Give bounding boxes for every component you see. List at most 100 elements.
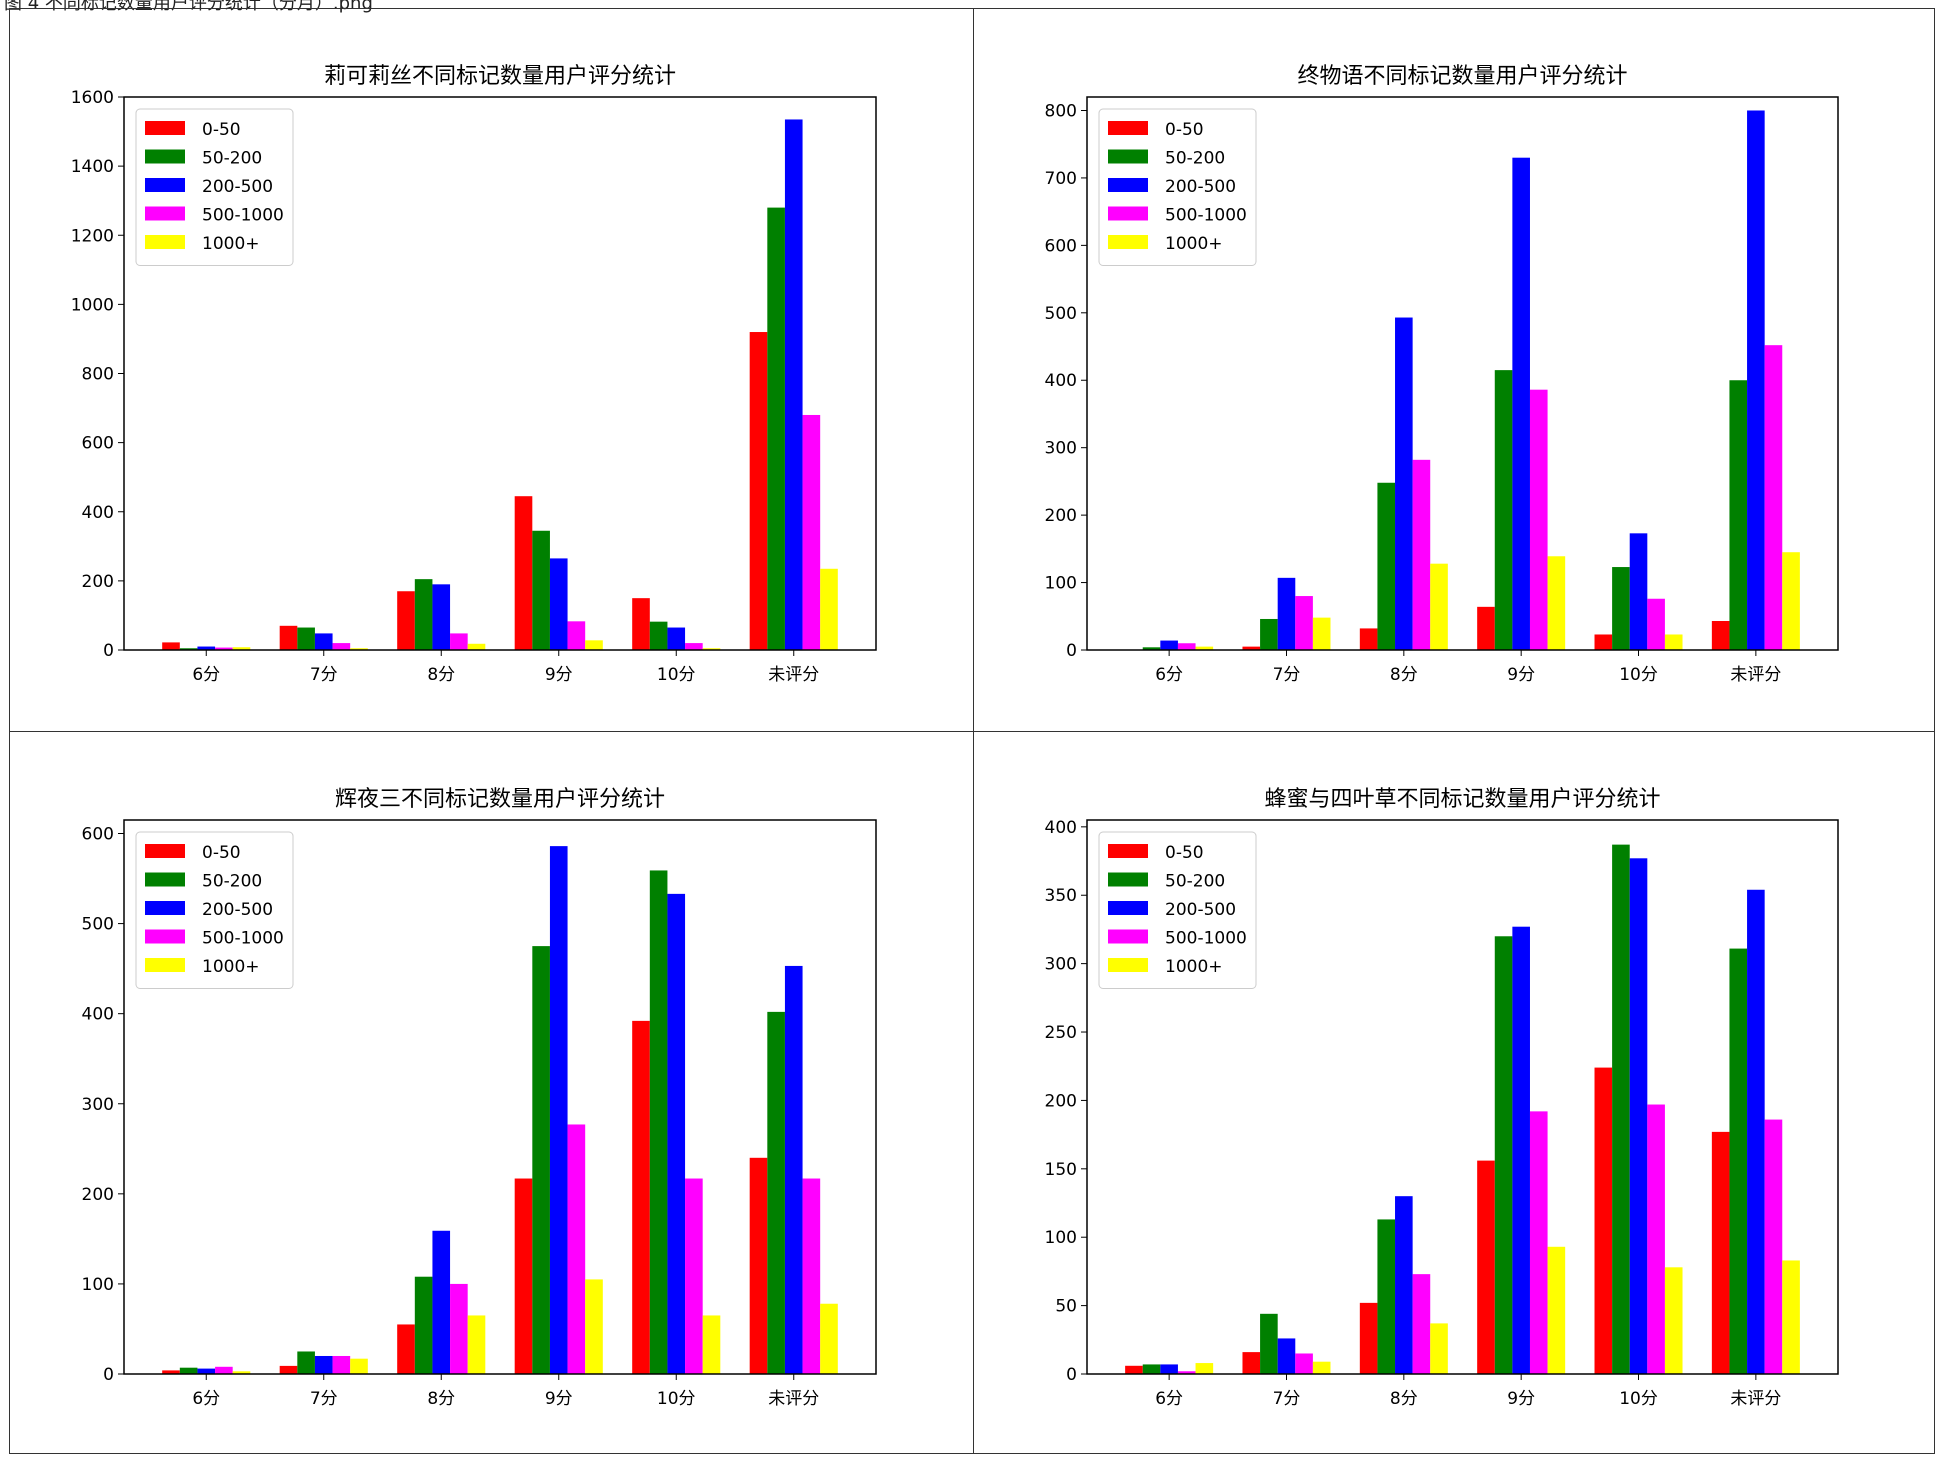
bar-1000+-未评分 (1782, 1260, 1800, 1374)
legend-label: 50-200 (1165, 149, 1225, 169)
bar-0-50-9分 (1477, 606, 1495, 650)
bar-50-200-10分 (1612, 567, 1630, 650)
y-tick-label: 1200 (71, 226, 114, 246)
bar-0-50-未评分 (749, 1157, 768, 1374)
bar-500-1000-10分 (1647, 1104, 1665, 1374)
bar-50-200-8分 (1377, 482, 1396, 650)
bar-500-1000-7分 (332, 643, 351, 650)
bar-0-50-9分 (1477, 1160, 1495, 1374)
bar-200-500-未评分 (784, 119, 803, 650)
bar-0-50-8分 (397, 1324, 415, 1374)
bar-1000+-8分 (1430, 563, 1448, 650)
legend-swatch (1108, 149, 1148, 164)
bar-0-50-8分 (1359, 628, 1378, 650)
bar-500-1000-8分 (1412, 459, 1431, 650)
legend-box (135, 108, 294, 266)
bar-200-500-10分 (1629, 858, 1648, 1374)
bar-50-200-9分 (1494, 936, 1513, 1374)
bar-50-200-6分 (1142, 1364, 1161, 1374)
bar-500-1000-10分 (1647, 598, 1665, 650)
bar-50-200-6分 (179, 648, 198, 650)
legend-swatch (1108, 872, 1148, 887)
legend-label: 0-50 (202, 120, 241, 140)
legend-label: 1000+ (202, 234, 260, 254)
legend-swatch (1108, 901, 1148, 915)
bar-200-500-6分 (197, 1368, 216, 1374)
legend-box (135, 831, 294, 989)
bar-50-200-10分 (649, 870, 668, 1374)
bar-200-500-未评分 (1747, 889, 1765, 1374)
y-tick-label: 350 (1045, 886, 1077, 906)
y-tick-label: 200 (1045, 506, 1077, 526)
bar-1000+-6分 (232, 647, 251, 650)
bar-200-500-7分 (1277, 577, 1296, 650)
y-tick-label: 200 (82, 572, 114, 592)
y-tick-label: 700 (1045, 169, 1077, 189)
bar-50-200-8分 (414, 579, 433, 650)
bar-200-500-7分 (1277, 1338, 1296, 1374)
y-tick-label: 800 (82, 365, 114, 385)
bar-1000+-7分 (350, 648, 368, 650)
bar-50-200-7分 (297, 1351, 315, 1374)
bar-200-500-未评分 (784, 965, 803, 1374)
y-tick-label: 0 (1066, 1365, 1077, 1385)
x-tick-label: 6分 (192, 1389, 220, 1409)
legend: 0-50 50-200 200-500 500-1000 1000+ (135, 108, 294, 266)
legend-label: 1000+ (1165, 234, 1223, 254)
legend-label: 200-500 (202, 900, 273, 920)
bar-0-50-7分 (1242, 1352, 1261, 1374)
bar-1000+-10分 (1664, 1267, 1683, 1374)
plot-area-frame (1086, 819, 1839, 1375)
legend-swatch (1108, 178, 1148, 192)
grid-horizontal-divider (9, 731, 1935, 732)
x-tick-label: 7分 (310, 1389, 338, 1409)
bar-200-500-6分 (1160, 1364, 1178, 1374)
legend-label: 0-50 (1165, 120, 1204, 140)
y-tick-label: 400 (82, 1005, 114, 1025)
bar-0-50-7分 (279, 625, 298, 650)
legend-swatch (1108, 958, 1148, 972)
bar-0-50-6分 (162, 642, 180, 650)
x-tick-label: 9分 (545, 1389, 573, 1409)
bar-200-500-9分 (549, 846, 568, 1374)
bar-0-50-7分 (279, 1365, 298, 1374)
x-tick-label: 9分 (545, 665, 573, 685)
bar-0-50-9分 (514, 496, 533, 650)
bar-50-200-9分 (532, 530, 550, 650)
bar-500-1000-8分 (1412, 1274, 1431, 1374)
bar-1000+-9分 (585, 640, 603, 650)
legend-swatch (1108, 235, 1148, 249)
legend-swatch (145, 844, 185, 858)
bar-1000+-未评分 (820, 568, 838, 650)
bar-50-200-7分 (297, 627, 315, 650)
bar-1000+-6分 (1195, 1363, 1214, 1374)
bar-1000+-9分 (585, 1279, 603, 1374)
bar-500-1000-8分 (450, 633, 468, 650)
bar-500-1000-7分 (332, 1355, 351, 1374)
chart-title: 莉可莉丝不同标记数量用户评分统计 (324, 64, 676, 89)
bar-1000+-6分 (1195, 646, 1214, 650)
legend-label: 200-500 (1165, 900, 1236, 920)
bar-200-500-8分 (1395, 1196, 1413, 1374)
bar-0-50-6分 (162, 1370, 180, 1374)
bar-1000+-8分 (467, 1315, 486, 1374)
bar-0-50-未评分 (1711, 621, 1730, 650)
bar-500-1000-未评分 (802, 414, 821, 650)
bar-500-1000-6分 (1177, 643, 1196, 650)
bar-200-500-9分 (1512, 926, 1530, 1374)
chart-title: 终物语不同标记数量用户评分统计 (1297, 64, 1627, 89)
legend-label: 0-50 (202, 843, 241, 863)
x-tick-label: 9分 (1507, 1389, 1535, 1409)
chart-title: 辉夜三不同标记数量用户评分统计 (335, 787, 665, 812)
legend-swatch (1108, 844, 1148, 858)
bar-50-200-6分 (1142, 647, 1161, 650)
legend-label: 200-500 (1165, 177, 1236, 197)
legend-label: 500-1000 (1165, 206, 1247, 226)
bar-200-500-8分 (1395, 317, 1413, 650)
bar-50-200-9分 (532, 946, 550, 1374)
y-tick-label: 100 (1045, 1228, 1077, 1248)
bar-1000+-10分 (702, 1315, 721, 1374)
y-tick-label: 200 (82, 1185, 114, 1205)
